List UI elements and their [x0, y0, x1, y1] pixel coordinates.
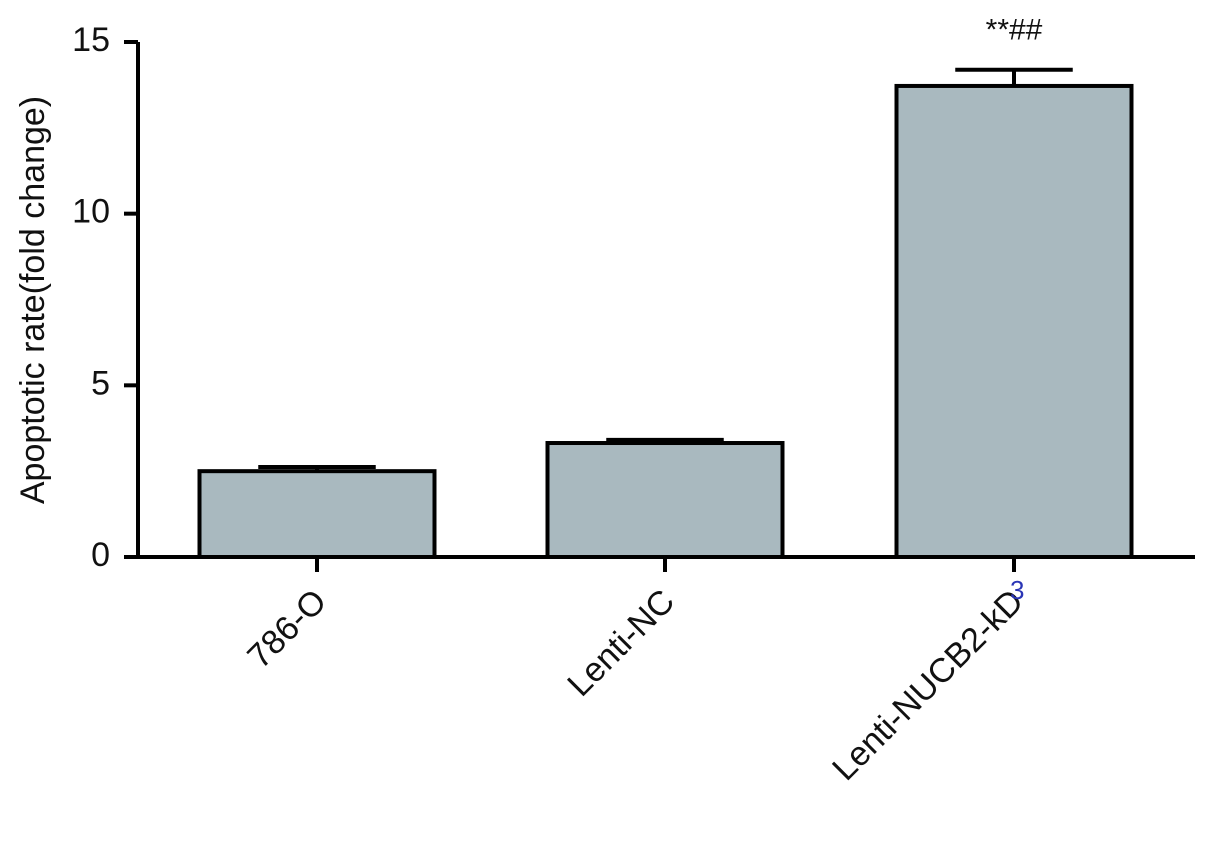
x-tick-label: 786-O [240, 582, 334, 676]
label-superscript: 3 [1010, 575, 1024, 605]
y-axis-label: Apoptotic rate(fold change) [14, 96, 52, 504]
bar [197, 469, 437, 559]
y-tick-label: 5 [91, 364, 110, 402]
significance-annotation: **## [986, 14, 1043, 47]
x-tick-label: Lenti-NUCB2-kD [825, 582, 1031, 788]
x-tick-label: Lenti-NC [560, 582, 682, 704]
bar [545, 441, 785, 559]
y-tick-label: 15 [72, 21, 110, 59]
bar [894, 83, 1134, 560]
y-tick-label: 10 [72, 193, 110, 231]
y-tick-label: 0 [91, 536, 110, 574]
